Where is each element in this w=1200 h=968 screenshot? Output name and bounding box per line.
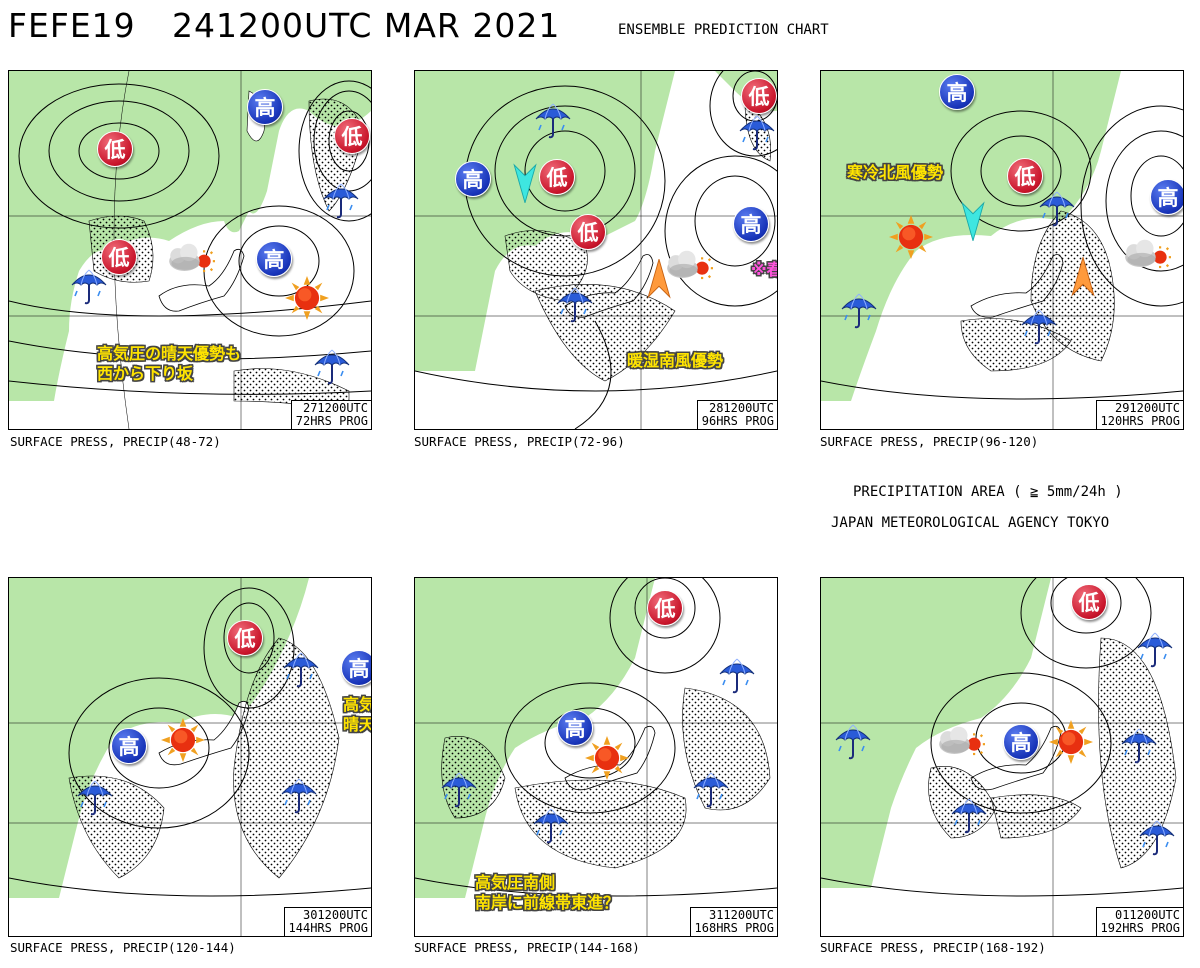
umbrella-rain-icon: [1037, 189, 1077, 229]
umbrella-rain-icon: [533, 101, 573, 141]
annotation-line-2: 西から下り坂: [97, 364, 194, 383]
annotation-line-1: 高気圧の晴天優勢も: [97, 344, 242, 363]
annotation-line-2: 晴天域も北寄り: [343, 715, 371, 734]
panel-caption: SURFACE PRESS, PRECIP(48-72): [10, 434, 221, 449]
sun-icon: [161, 718, 205, 762]
annotation-highlight: ※春の嵐！: [751, 260, 777, 279]
high-pressure-icon: 高: [455, 161, 491, 197]
umbrella-rain-icon: [279, 776, 319, 816]
low-pressure-icon: 低: [741, 78, 777, 114]
chart-name: ENSEMBLE PREDICTION CHART: [618, 22, 829, 38]
low-pressure-icon: 低: [647, 590, 683, 626]
umbrella-rain-icon: [717, 656, 757, 696]
high-pressure-icon: 高: [247, 89, 283, 125]
prog-label: 271200UTC 72HRS PROG: [290, 400, 371, 429]
prog-label: 301200UTC 144HRS PROG: [283, 907, 371, 936]
low-pressure-icon: 低: [1007, 158, 1043, 194]
panel-caption: SURFACE PRESS, PRECIP(120-144): [10, 940, 236, 955]
panel-caption: SURFACE PRESS, PRECIP(144-168): [414, 940, 640, 955]
orange-south-wind-arrow-icon: [1065, 257, 1101, 299]
surface-pressure-map: [415, 71, 777, 429]
low-pressure-icon: 低: [97, 131, 133, 167]
low-pressure-icon: 低: [570, 214, 606, 250]
umbrella-rain-icon: [281, 650, 321, 690]
low-pressure-icon: 低: [227, 620, 263, 656]
annotation-line-1: 高気圧南側: [475, 873, 556, 892]
sun-icon: [585, 736, 629, 780]
sun-icon: [889, 215, 933, 259]
high-pressure-icon: 高: [1003, 724, 1039, 760]
map-panel-192h: 低 高 011200UTC 192HRS PROG: [820, 577, 1184, 937]
chart-code: FEFE19: [8, 6, 136, 45]
cyan-north-wind-arrow-icon: [507, 161, 543, 203]
panel-caption: SURFACE PRESS, PRECIP(96-120): [820, 434, 1039, 449]
annotation-line-1: 暖湿南風優勢: [627, 351, 724, 370]
annotation-line-2: 南岸に前線帯東進？: [475, 893, 620, 912]
prog-label: 281200UTC 96HRS PROG: [696, 400, 777, 429]
umbrella-rain-icon: [1135, 630, 1175, 670]
map-panel-120h: 高 低 高 寒冷北風優勢 291200UTC 120HRS PROG: [820, 70, 1184, 430]
init-time: 241200UTC MAR 2021: [172, 6, 561, 45]
umbrella-rain-icon: [691, 770, 731, 810]
high-pressure-icon: 高: [939, 74, 975, 110]
panel-caption: SURFACE PRESS, PRECIP(168-192): [820, 940, 1046, 955]
low-pressure-icon: 低: [539, 159, 575, 195]
sun-icon: [1049, 720, 1093, 764]
prog-label: 291200UTC 120HRS PROG: [1095, 400, 1183, 429]
panel-caption: SURFACE PRESS, PRECIP(72-96): [414, 434, 625, 449]
prog-label: 311200UTC 168HRS PROG: [689, 907, 777, 936]
low-pressure-icon: 低: [1071, 584, 1107, 620]
agency-name: JAPAN METEOROLOGICAL AGENCY TOKYO: [831, 515, 1110, 531]
umbrella-rain-icon: [833, 722, 873, 762]
prog-label: 011200UTC 192HRS PROG: [1095, 907, 1183, 936]
high-pressure-icon: 高: [256, 241, 292, 277]
annotation-line-1: 高気圧北寄りに東進: [343, 695, 372, 714]
cloud-sun-icon: [1123, 235, 1171, 275]
umbrella-rain-icon: [439, 770, 479, 810]
umbrella-rain-icon: [839, 291, 879, 331]
umbrella-rain-icon: [69, 267, 109, 307]
umbrella-rain-icon: [555, 285, 595, 325]
umbrella-rain-icon: [1019, 307, 1059, 347]
map-panel-168h: 低 高 高気圧南側 南岸に前線帯東進？ 311200UTC 168HRS PROG: [414, 577, 778, 937]
surface-pressure-map: [821, 578, 1183, 936]
sun-icon: [285, 276, 329, 320]
umbrella-rain-icon: [75, 778, 115, 818]
high-pressure-icon: 高: [1150, 179, 1183, 215]
cloud-sun-icon: [937, 722, 985, 762]
high-pressure-icon: 高: [733, 206, 769, 242]
low-pressure-icon: 低: [334, 118, 370, 154]
umbrella-rain-icon: [312, 347, 352, 387]
umbrella-rain-icon: [949, 796, 989, 836]
cloud-sun-icon: [665, 246, 713, 286]
umbrella-rain-icon: [1137, 818, 1177, 858]
umbrella-rain-icon: [737, 113, 777, 153]
map-panel-72h: 低 高 低 低 高 高気圧の晴天優勢も 西から下り坂 271200UTC 72HR…: [8, 70, 372, 430]
umbrella-rain-icon: [321, 181, 361, 221]
annotation-line-1: 寒冷北風優勢: [847, 163, 944, 182]
map-panel-144h: 低 高 高 高気圧北寄りに東進 晴天域も北寄り 301200UTC144HRS …: [8, 577, 372, 937]
low-pressure-icon: 低: [101, 239, 137, 275]
precip-area-legend: PRECIPITATION AREA ( ≧ 5mm/24h ): [853, 484, 1123, 500]
cloud-sun-icon: [167, 239, 215, 279]
umbrella-rain-icon: [531, 806, 571, 846]
umbrella-rain-icon: [1119, 726, 1159, 766]
high-pressure-icon: 高: [111, 728, 147, 764]
surface-pressure-map: [415, 578, 777, 936]
high-pressure-icon: 高: [557, 710, 593, 746]
high-pressure-icon: 高: [341, 650, 371, 686]
cyan-north-wind-arrow-icon: [955, 199, 991, 241]
